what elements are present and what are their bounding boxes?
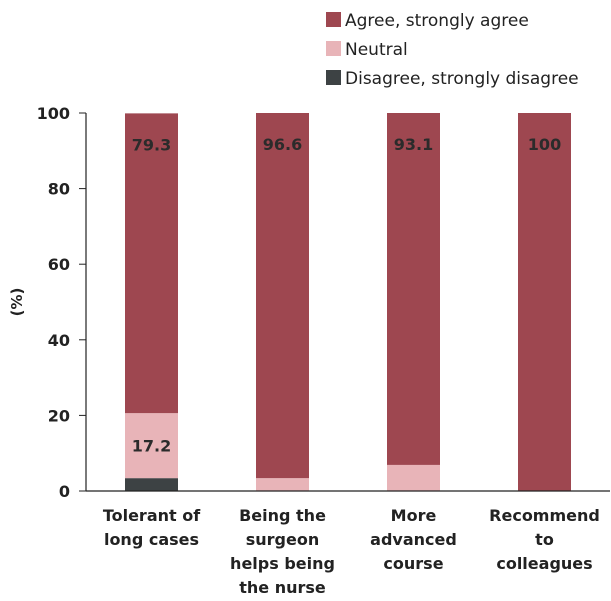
bar-segment [256,113,309,479]
data-label: 17.2 [132,437,171,456]
data-labels: 79.3 96.6 93.1 100 17.2 [132,135,561,456]
x-category-label: More advanced course [370,506,457,573]
bar-segment [256,478,309,491]
bar-segment [125,413,178,479]
legend-swatch [326,12,341,27]
data-label: 100 [528,135,561,154]
y-axis-ticks: 0 20 40 60 80 100 [37,104,86,501]
y-axis-title: (%) [8,288,26,317]
legend-label: Disagree, strongly disagree [345,69,579,89]
y-tick-label: 0 [59,482,70,501]
bar-segment [387,464,440,491]
data-label: 79.3 [132,135,171,154]
legend-label: Neutral [345,40,408,60]
y-tick-label: 20 [48,406,70,425]
y-tick-label: 80 [48,180,70,199]
x-category-label: Being the surgeon helps being the nurse [230,506,335,597]
y-tick-label: 40 [48,331,70,350]
legend-swatch [326,41,341,56]
data-label: 96.6 [263,135,302,154]
axes [85,113,610,492]
x-category-label: Recommend to colleagues [489,506,600,573]
bar-segment [518,113,571,491]
data-label: 93.1 [394,135,433,154]
y-tick-label: 60 [48,255,70,274]
legend: Agree, strongly agree Neutral Disagree, st… [326,11,579,89]
y-tick-label: 100 [37,104,70,123]
bar-segment [387,113,440,465]
category-labels: Tolerant of long cases Being the surgeon hel… [103,506,600,597]
bars [125,113,571,491]
x-category-label: Tolerant of long cases [103,506,201,549]
bar-segment [125,113,178,414]
bar-segment [125,478,178,491]
legend-swatch [326,70,341,85]
legend-label: Agree, strongly agree [345,11,529,31]
